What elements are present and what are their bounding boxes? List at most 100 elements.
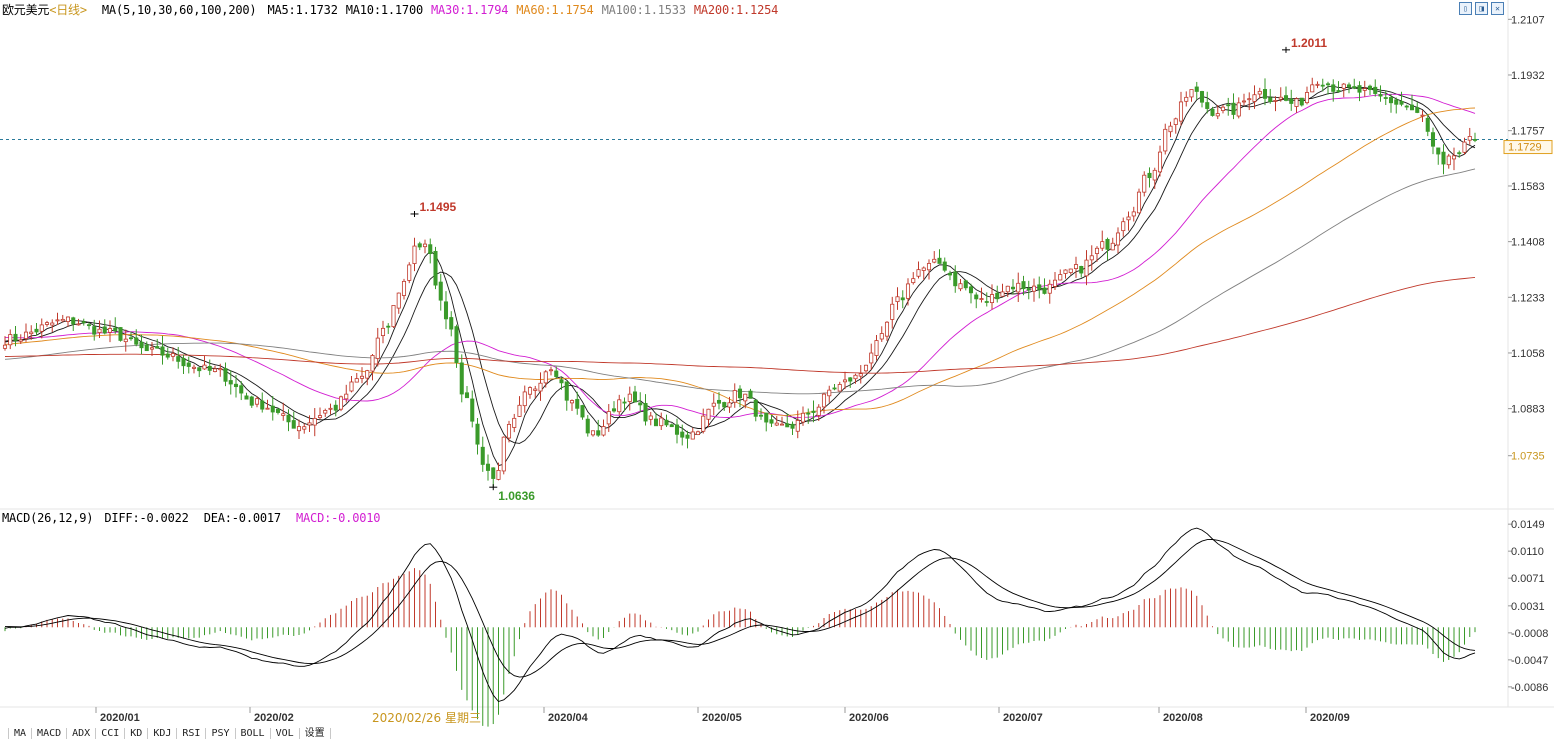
candle-body <box>139 341 144 349</box>
candle-body <box>323 410 328 414</box>
macd-header: MACD(26,12,9) DIFF:-0.0022 DEA:-0.0017 M… <box>2 511 388 525</box>
tab-cci[interactable]: CCI <box>96 728 126 739</box>
candle-body <box>564 381 569 401</box>
candle-body <box>81 321 86 324</box>
candle-body <box>1252 94 1257 102</box>
candle-body <box>569 400 575 404</box>
window-restore-icon[interactable]: ▯ <box>1459 2 1472 15</box>
candle-body <box>758 414 764 417</box>
price-tick-label: 1.1408 <box>1511 237 1545 249</box>
window-close-icon[interactable]: ✕ <box>1491 2 1504 15</box>
candle-body <box>286 414 291 423</box>
candle-body <box>779 423 785 426</box>
date-tick-label: 2020/02 <box>254 712 294 724</box>
candle-body <box>1152 169 1157 181</box>
candle-body <box>1247 98 1252 101</box>
ma-value: MA100:1.1533 <box>601 3 686 17</box>
candle-body <box>632 391 638 403</box>
candle-body <box>1362 88 1367 91</box>
candle-body <box>407 264 412 281</box>
candle-body <box>1283 95 1289 101</box>
candle-body <box>1346 84 1352 88</box>
candle-body <box>349 381 354 392</box>
tab-rsi[interactable]: RSI <box>177 728 207 739</box>
candle-body <box>176 356 181 362</box>
candle-body <box>1462 141 1467 153</box>
candle-body <box>842 379 848 383</box>
macd-tick-label: -0.0008 <box>1511 628 1548 640</box>
candle-body <box>974 294 979 300</box>
ma-value: MA30:1.1794 <box>431 3 509 17</box>
hover-date-label: 2020/02/26 星期三 <box>372 711 481 725</box>
macd-dea-line <box>4 539 1476 678</box>
candle-body <box>533 388 538 391</box>
candle-body <box>1194 86 1199 92</box>
candle-body <box>1331 84 1336 92</box>
candle-body <box>1047 283 1052 294</box>
candle-body <box>1058 274 1063 281</box>
date-tick-label: 2020/04 <box>548 712 589 724</box>
candle-body <box>1142 174 1147 193</box>
price-tick-label: 1.2107 <box>1511 14 1545 26</box>
candle-body <box>391 305 396 328</box>
candle-body <box>774 422 779 426</box>
candle-body <box>942 261 947 271</box>
candle-body <box>354 378 359 383</box>
candle-body <box>527 387 533 395</box>
candle-body <box>1388 97 1394 104</box>
candle-body <box>39 324 44 332</box>
candle-body <box>233 383 239 388</box>
candle-body <box>1110 242 1115 251</box>
candle-body <box>732 390 737 403</box>
candle-body <box>118 327 123 341</box>
tab-macd[interactable]: MACD <box>32 728 68 739</box>
candle-body <box>470 398 475 422</box>
candle-body <box>911 278 916 284</box>
candle-body <box>1273 100 1278 102</box>
tab-kdj[interactable]: KDJ <box>148 728 178 739</box>
candle-body <box>989 294 995 304</box>
candle-body <box>270 405 275 413</box>
tab-vol[interactable]: VOL <box>271 728 300 739</box>
macd-diff-value: DIFF:-0.0022 <box>104 511 189 525</box>
candle-body <box>1005 285 1010 293</box>
tab-adx[interactable]: ADX <box>67 728 97 739</box>
candle-body <box>365 370 370 379</box>
candle-body <box>160 346 165 356</box>
candle-body <box>580 405 585 418</box>
ma-params-label[interactable]: MA(5,10,30,60,100,200) <box>101 3 257 17</box>
candle-body <box>1451 155 1457 160</box>
candle-body <box>128 337 134 340</box>
candle-body <box>653 418 659 427</box>
ma-value: MA10:1.1700 <box>345 3 423 17</box>
tab-psy[interactable]: PSY <box>206 728 236 739</box>
candle-body <box>344 393 349 400</box>
candle-body <box>202 364 207 370</box>
candle-body <box>1378 94 1383 97</box>
tab-scroll-icon[interactable] <box>0 728 9 739</box>
candle-body <box>207 365 212 371</box>
main-chart-header: 欧元美元<日线> MA(5,10,30,60,100,200) MA5:1.17… <box>2 1 786 18</box>
candle-body <box>1315 83 1320 86</box>
candle-body <box>380 327 386 337</box>
candle-body <box>1325 83 1331 86</box>
candle-body <box>1089 255 1094 261</box>
candle-body <box>260 400 265 410</box>
macd-params-label[interactable]: MACD(26,12,9) <box>2 511 94 525</box>
candle-body <box>711 402 716 407</box>
tab-settings[interactable]: 设置 <box>300 728 331 739</box>
candle-body <box>386 325 391 328</box>
tab-ma[interactable]: MA <box>9 728 33 739</box>
candle-body <box>1226 104 1231 107</box>
candle-body <box>1294 98 1299 107</box>
window-maximize-icon[interactable]: ◨ <box>1475 2 1488 15</box>
candle-body <box>1409 104 1415 111</box>
candle-body <box>92 326 97 335</box>
candle-body <box>2 344 8 349</box>
date-tick-label: 2020/07 <box>1003 712 1043 724</box>
candle-body <box>1467 136 1472 141</box>
tab-kd[interactable]: KD <box>125 728 149 739</box>
candle-body <box>926 263 932 271</box>
candle-body <box>29 331 34 335</box>
tab-boll[interactable]: BOLL <box>236 728 271 739</box>
